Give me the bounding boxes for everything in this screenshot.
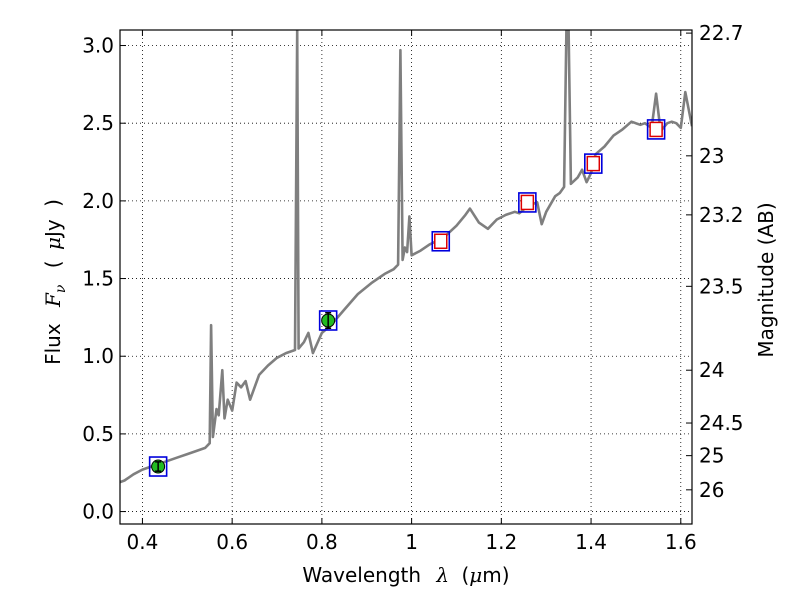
x-tick-label: 1.4 — [575, 530, 607, 554]
y-tick-label: 0.5 — [82, 422, 114, 446]
y-title-word: Flux — [41, 323, 65, 365]
y-title-close: ) — [41, 199, 65, 207]
x-axis-title: Wavelength λ (μm) — [302, 563, 509, 587]
plot-frame — [119, 29, 693, 525]
x-tick-label: 1 — [405, 530, 418, 554]
y-title-mu: μ — [41, 237, 65, 250]
spectrum-series — [120, 30, 692, 484]
model-photometry-point — [584, 153, 603, 174]
y-tick-label: 0.0 — [82, 500, 114, 524]
x-tick-label: 1.2 — [485, 530, 517, 554]
y2-axis: 22.7 23 23.2 23.5 24 24.5 25 26 — [686, 21, 744, 502]
y-tick-label: 2.5 — [82, 111, 114, 135]
y-title-F: F — [41, 292, 65, 308]
spectrum-line — [120, 30, 692, 484]
y2-tick-label: 24 — [699, 358, 724, 382]
y2-tick-label: 26 — [699, 478, 724, 502]
x-tick-label: 0.4 — [127, 530, 159, 554]
x-title-paren: ( — [461, 563, 469, 587]
x-title-word: Wavelength — [302, 563, 421, 587]
x-title-mu: μ — [469, 563, 482, 587]
x-tick-label: 0.8 — [306, 530, 338, 554]
y2-axis-title: Magnitude (AB) — [754, 202, 778, 357]
model-photometry-point — [431, 230, 451, 252]
y-title-nu: ν — [53, 284, 69, 293]
y2-tick-label: 22.7 — [699, 21, 744, 45]
model-photometry-point — [518, 192, 537, 213]
y-axis: 0.0 0.5 1.0 1.5 2.0 2.5 3.0 — [82, 34, 126, 524]
grid — [120, 30, 692, 524]
y2-tick-label: 24.5 — [699, 411, 744, 435]
y2-tick-label: 23.2 — [699, 203, 744, 227]
x-tick-label: 0.6 — [216, 530, 248, 554]
y-tick-label: 2.0 — [82, 189, 114, 213]
observed-photometry-point — [318, 310, 338, 331]
y-tick-label: 1.0 — [82, 344, 114, 368]
y-tick-label: 1.5 — [82, 267, 114, 291]
y2-tick-label: 23 — [699, 144, 724, 168]
model-photometry-point — [646, 119, 666, 140]
y-title-unit: Jy — [41, 219, 65, 239]
observed-photometry-point — [148, 456, 168, 477]
y-title-open: ( — [41, 260, 65, 268]
x-title-lambda: λ — [435, 563, 449, 587]
y2-tick-label: 25 — [699, 444, 724, 468]
y2-tick-label: 23.5 — [699, 274, 744, 298]
y-tick-label: 3.0 — [82, 34, 114, 58]
x-axis: 0.4 0.6 0.8 1 1.2 1.4 1.6 — [127, 30, 697, 554]
y-axis-title: Flux Fν ( μJy ) — [41, 199, 70, 365]
x-title-unit: m) — [482, 563, 509, 587]
x-tick-label: 1.6 — [665, 530, 697, 554]
photometry-points — [148, 119, 666, 477]
